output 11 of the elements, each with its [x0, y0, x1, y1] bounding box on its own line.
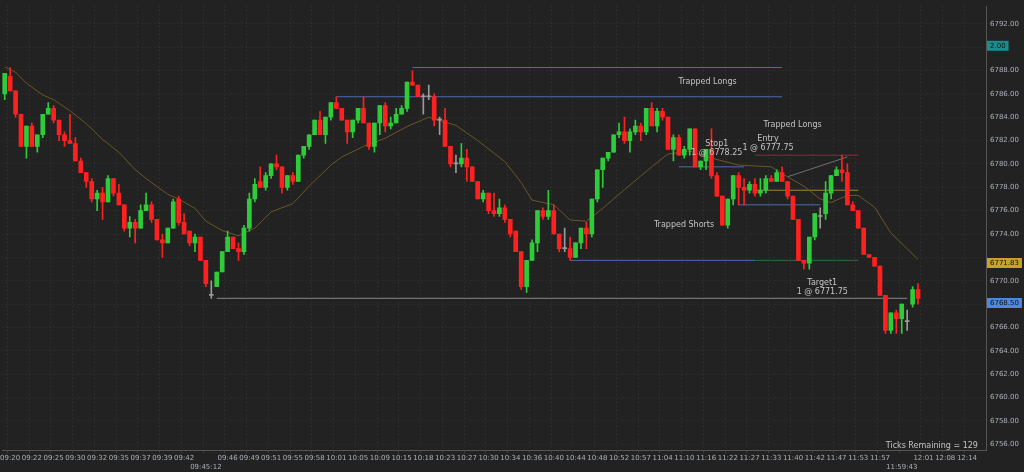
annotation: Target1 1 @ 6771.75 [796, 277, 848, 296]
candlestick [893, 309, 899, 334]
annotation: Ticks Remaining = 129 [884, 441, 978, 451]
annotation: Trapped Longs [677, 77, 737, 87]
annotation: Trapped Shorts [652, 220, 715, 230]
candlestick [817, 207, 823, 229]
candlestick [562, 227, 567, 252]
candlestick [904, 309, 910, 331]
annotation: Trapped Longs [762, 120, 822, 130]
annotation: Entry 1 @ 6777.75 [742, 133, 794, 152]
candlestick [208, 280, 214, 299]
